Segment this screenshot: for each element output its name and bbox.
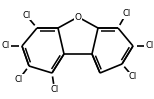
Text: Cl: Cl (22, 11, 30, 20)
Text: Cl: Cl (122, 9, 130, 18)
Text: Cl: Cl (145, 41, 154, 50)
Text: Cl: Cl (15, 75, 23, 84)
Text: Cl: Cl (129, 72, 137, 81)
Text: Cl: Cl (1, 41, 10, 50)
Text: O: O (75, 12, 81, 21)
Text: Cl: Cl (50, 85, 59, 94)
